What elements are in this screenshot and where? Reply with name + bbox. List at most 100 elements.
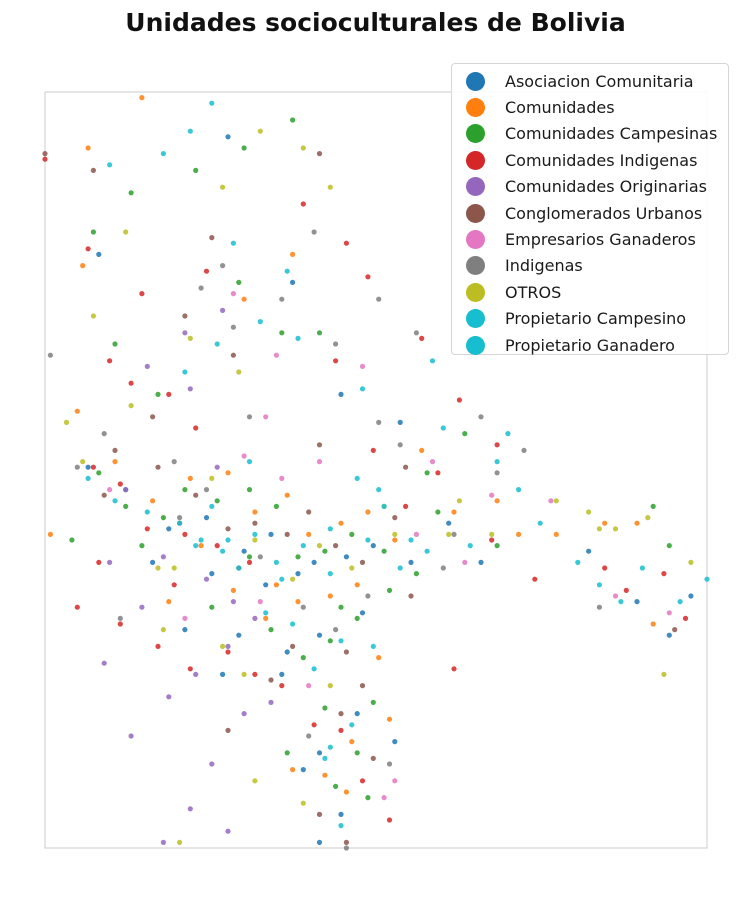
point-series-2-15 bbox=[160, 515, 166, 521]
legend-item: Conglomerados Urbanos bbox=[452, 200, 728, 226]
point-series-9-14 bbox=[639, 565, 646, 571]
point-series-3-5 bbox=[456, 397, 462, 403]
point-series-9-7 bbox=[429, 358, 436, 364]
point-series-5-15 bbox=[359, 559, 366, 566]
point-series-2-23 bbox=[381, 548, 387, 554]
legend: Asociacion Comunitaria Comunidades Comunid… bbox=[451, 63, 729, 355]
point-series-3-25 bbox=[171, 582, 177, 588]
legend-marker bbox=[466, 282, 485, 302]
point-series-9-1 bbox=[187, 128, 193, 134]
point-series-5-16 bbox=[392, 515, 398, 521]
point-series-9-42 bbox=[273, 559, 279, 566]
point-series-10-9 bbox=[246, 459, 253, 465]
point-series-3-39 bbox=[370, 447, 376, 453]
point-series-10-6 bbox=[198, 537, 204, 543]
point-series-8-33 bbox=[177, 839, 183, 846]
point-series-8-14 bbox=[349, 565, 355, 571]
point-series-4-0 bbox=[182, 330, 188, 336]
point-series-2-25 bbox=[386, 587, 393, 594]
point-series-2-18 bbox=[246, 487, 253, 493]
point-series-4-11 bbox=[166, 694, 172, 700]
point-series-5-0 bbox=[42, 151, 48, 157]
point-series-0-21 bbox=[408, 559, 414, 566]
point-series-2-14 bbox=[123, 503, 129, 509]
point-series-8-0 bbox=[257, 128, 263, 134]
point-series-1-17 bbox=[252, 509, 258, 515]
point-series-3-33 bbox=[279, 683, 285, 689]
point-series-1-38 bbox=[273, 582, 279, 588]
point-series-6-11 bbox=[316, 459, 323, 465]
point-series-9-3 bbox=[107, 162, 113, 168]
point-series-8-18 bbox=[489, 531, 495, 538]
point-series-3-3 bbox=[365, 274, 371, 280]
point-series-3-21 bbox=[144, 526, 150, 532]
point-series-10-8 bbox=[209, 503, 215, 509]
point-series-4-20 bbox=[214, 464, 220, 470]
points-layer bbox=[42, 95, 710, 851]
point-series-2-32 bbox=[322, 705, 328, 711]
point-series-5-30 bbox=[101, 492, 107, 498]
point-series-6-1 bbox=[273, 352, 279, 358]
point-series-8-27 bbox=[171, 565, 177, 571]
point-series-4-7 bbox=[230, 599, 236, 605]
point-series-8-13 bbox=[316, 543, 323, 549]
point-series-7-19 bbox=[300, 604, 306, 610]
point-series-9-43 bbox=[424, 548, 430, 554]
point-series-9-13 bbox=[596, 582, 603, 588]
point-series-9-11 bbox=[537, 520, 543, 526]
point-series-4-18 bbox=[101, 660, 107, 666]
point-series-1-6 bbox=[494, 498, 500, 504]
point-series-3-30 bbox=[187, 666, 193, 672]
point-series-2-39 bbox=[155, 391, 161, 397]
point-series-8-36 bbox=[128, 403, 134, 409]
legend-label: Asociacion Comunitaria bbox=[505, 71, 694, 91]
point-series-10-5 bbox=[397, 565, 403, 571]
point-series-7-23 bbox=[386, 761, 393, 767]
point-series-3-29 bbox=[155, 643, 161, 650]
point-series-4-2 bbox=[144, 363, 150, 369]
point-series-4-3 bbox=[187, 386, 193, 392]
point-series-3-24 bbox=[246, 559, 253, 566]
point-series-5-23 bbox=[225, 727, 231, 734]
point-series-6-8 bbox=[359, 363, 366, 369]
point-series-7-28 bbox=[397, 442, 403, 448]
point-series-2-35 bbox=[333, 783, 339, 790]
point-series-9-24 bbox=[279, 576, 285, 582]
point-series-0-8 bbox=[634, 599, 640, 605]
point-series-5-32 bbox=[403, 464, 409, 470]
point-series-0-16 bbox=[268, 531, 274, 538]
point-series-7-11 bbox=[440, 565, 446, 571]
point-series-7-8 bbox=[478, 414, 484, 420]
point-series-8-4 bbox=[123, 229, 129, 235]
point-series-8-25 bbox=[661, 671, 667, 678]
legend-item: Comunidades Indigenas bbox=[452, 147, 728, 173]
legend-marker bbox=[466, 335, 485, 355]
point-series-6-0 bbox=[230, 291, 236, 297]
point-series-0-28 bbox=[316, 750, 323, 756]
point-series-5-10 bbox=[225, 526, 231, 532]
point-series-0-27 bbox=[354, 711, 360, 717]
point-series-3-10 bbox=[532, 576, 538, 582]
point-series-2-24 bbox=[413, 571, 419, 577]
point-series-3-17 bbox=[166, 391, 172, 397]
point-series-0-34 bbox=[150, 559, 156, 566]
point-series-8-26 bbox=[446, 531, 452, 538]
point-series-1-27 bbox=[230, 587, 236, 594]
point-series-2-43 bbox=[424, 470, 430, 476]
point-series-3-13 bbox=[661, 571, 667, 577]
point-series-1-32 bbox=[290, 767, 296, 773]
point-series-3-36 bbox=[359, 778, 366, 784]
point-series-5-6 bbox=[150, 414, 156, 420]
legend-label: Comunidades Campesinas bbox=[505, 124, 718, 144]
point-series-0-17 bbox=[295, 571, 301, 577]
point-series-9-45 bbox=[618, 599, 624, 605]
point-series-3-0 bbox=[42, 156, 48, 162]
point-series-6-2 bbox=[263, 414, 269, 420]
point-series-9-9 bbox=[494, 459, 500, 465]
legend-label: OTROS bbox=[505, 282, 562, 302]
point-series-3-22 bbox=[182, 531, 188, 538]
point-series-2-37 bbox=[90, 229, 96, 235]
point-series-2-38 bbox=[112, 341, 118, 347]
legend-marker bbox=[466, 71, 485, 91]
point-series-0-23 bbox=[316, 632, 323, 638]
